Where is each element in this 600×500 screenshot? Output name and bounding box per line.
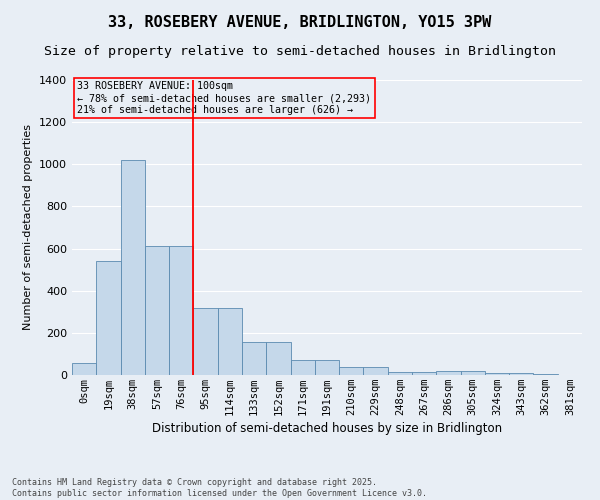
Bar <box>290 360 315 375</box>
Bar <box>266 342 290 375</box>
Bar <box>388 372 412 375</box>
Bar <box>242 342 266 375</box>
Bar <box>218 308 242 375</box>
Text: 33 ROSEBERY AVENUE: 100sqm
← 78% of semi-detached houses are smaller (2,293)
21%: 33 ROSEBERY AVENUE: 100sqm ← 78% of semi… <box>77 82 371 114</box>
Bar <box>315 360 339 375</box>
Bar <box>72 364 96 375</box>
Text: 33, ROSEBERY AVENUE, BRIDLINGTON, YO15 3PW: 33, ROSEBERY AVENUE, BRIDLINGTON, YO15 3… <box>109 15 491 30</box>
Y-axis label: Number of semi-detached properties: Number of semi-detached properties <box>23 124 34 330</box>
Bar <box>145 246 169 375</box>
Bar <box>509 374 533 375</box>
Bar <box>533 374 558 375</box>
Bar <box>121 160 145 375</box>
Bar <box>412 372 436 375</box>
Text: Size of property relative to semi-detached houses in Bridlington: Size of property relative to semi-detach… <box>44 45 556 58</box>
X-axis label: Distribution of semi-detached houses by size in Bridlington: Distribution of semi-detached houses by … <box>152 422 502 435</box>
Bar <box>96 261 121 375</box>
Bar <box>193 308 218 375</box>
Text: Contains HM Land Registry data © Crown copyright and database right 2025.
Contai: Contains HM Land Registry data © Crown c… <box>12 478 427 498</box>
Bar <box>339 367 364 375</box>
Bar <box>169 246 193 375</box>
Bar <box>364 367 388 375</box>
Bar <box>461 371 485 375</box>
Bar <box>436 371 461 375</box>
Bar <box>485 374 509 375</box>
